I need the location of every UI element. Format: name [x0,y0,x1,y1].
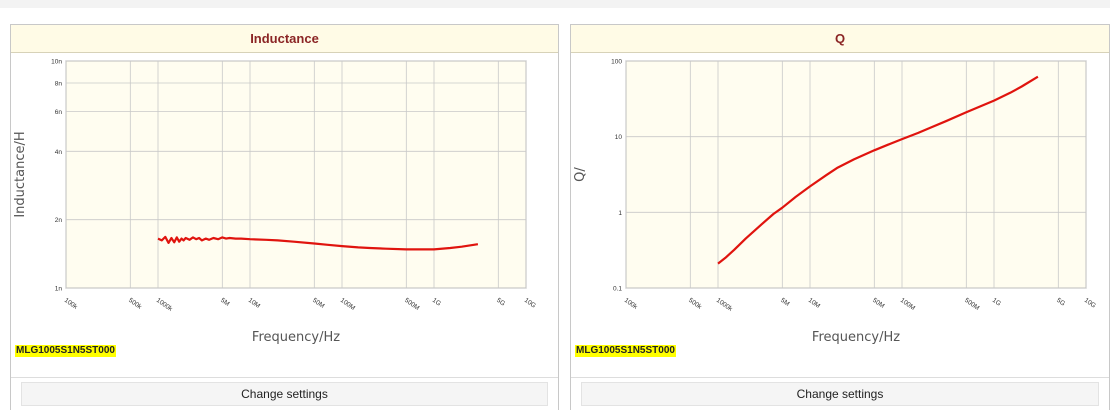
y-tick-label: 4n [55,149,63,156]
x-tick-label: 1000k [715,297,734,313]
part-number-label: MLG1005S1N5ST000 [575,345,676,357]
x-tick-label: 500M [963,297,980,312]
plot-area [625,60,1087,289]
x-tick-label: 50M [311,297,325,310]
x-tick-label: 500M [403,297,420,312]
x-tick-label: 100k [63,297,79,311]
y-tick-label: 1n [55,286,63,293]
q-chart: 100k 500k 1000k 5M 10M 50M 100M 500M 1G 5G 10G 0.1 1… [573,59,1097,346]
y-tick-label: 10 [615,134,623,141]
x-tick-label: 10M [807,297,821,310]
y-axis-title: Q/ [573,167,588,182]
series-line [717,75,1039,265]
y-tick-label: 6n [55,109,63,116]
y-axis-title: Inductance/H [13,131,28,217]
x-axis-title: Frequency/Hz [812,330,900,345]
divider [11,377,558,378]
x-tick-label: 100M [899,297,916,312]
y-tick-label: 10n [51,59,62,66]
panel-title: Q [571,25,1109,53]
change-settings-button[interactable]: Change settings [581,382,1099,406]
divider [571,377,1109,378]
change-settings-button[interactable]: Change settings [21,382,548,406]
x-tick-label: 5M [219,297,230,308]
x-tick-label: 500k [687,297,703,311]
x-tick-label: 100M [339,297,356,312]
plot-area [65,60,527,289]
inductance-chart: 100k 500k 1000k 5M 10M 50M 100M 500M 1G 5G 10G 1n 2n… [13,59,537,346]
x-axis-title: Frequency/Hz [252,330,340,345]
x-tick-label: 1G [431,297,442,308]
y-tick-label: 1 [618,210,622,217]
y-tick-label: 2n [55,217,63,224]
inductance-panel: Inductance 100k 500k 1000k 5M 10M 50M 100M 500M… [10,24,559,410]
series-line [157,235,479,251]
x-tick-label: 5G [495,297,506,308]
x-tick-label: 5G [1055,297,1066,308]
x-tick-label: 1000k [155,297,174,313]
panel-title: Inductance [11,25,558,53]
x-tick-label: 500k [127,297,143,311]
part-number-label: MLG1005S1N5ST000 [15,345,116,357]
x-tick-label: 10G [1083,297,1097,310]
y-tick-label: 100 [611,59,622,66]
x-tick-label: 10G [523,297,537,310]
q-panel: Q 100k 500k 1000k 5M 10M 50M 100M 500M 1G 5G 10G 0.… [570,24,1110,410]
x-tick-label: 10M [247,297,261,310]
x-tick-label: 5M [779,297,790,308]
y-tick-label: 0.1 [613,286,622,293]
y-tick-label: 8n [55,80,63,87]
x-tick-label: 1G [991,297,1002,308]
x-tick-label: 50M [871,297,885,310]
x-tick-label: 100k [623,297,639,311]
top-bar [0,0,1110,8]
